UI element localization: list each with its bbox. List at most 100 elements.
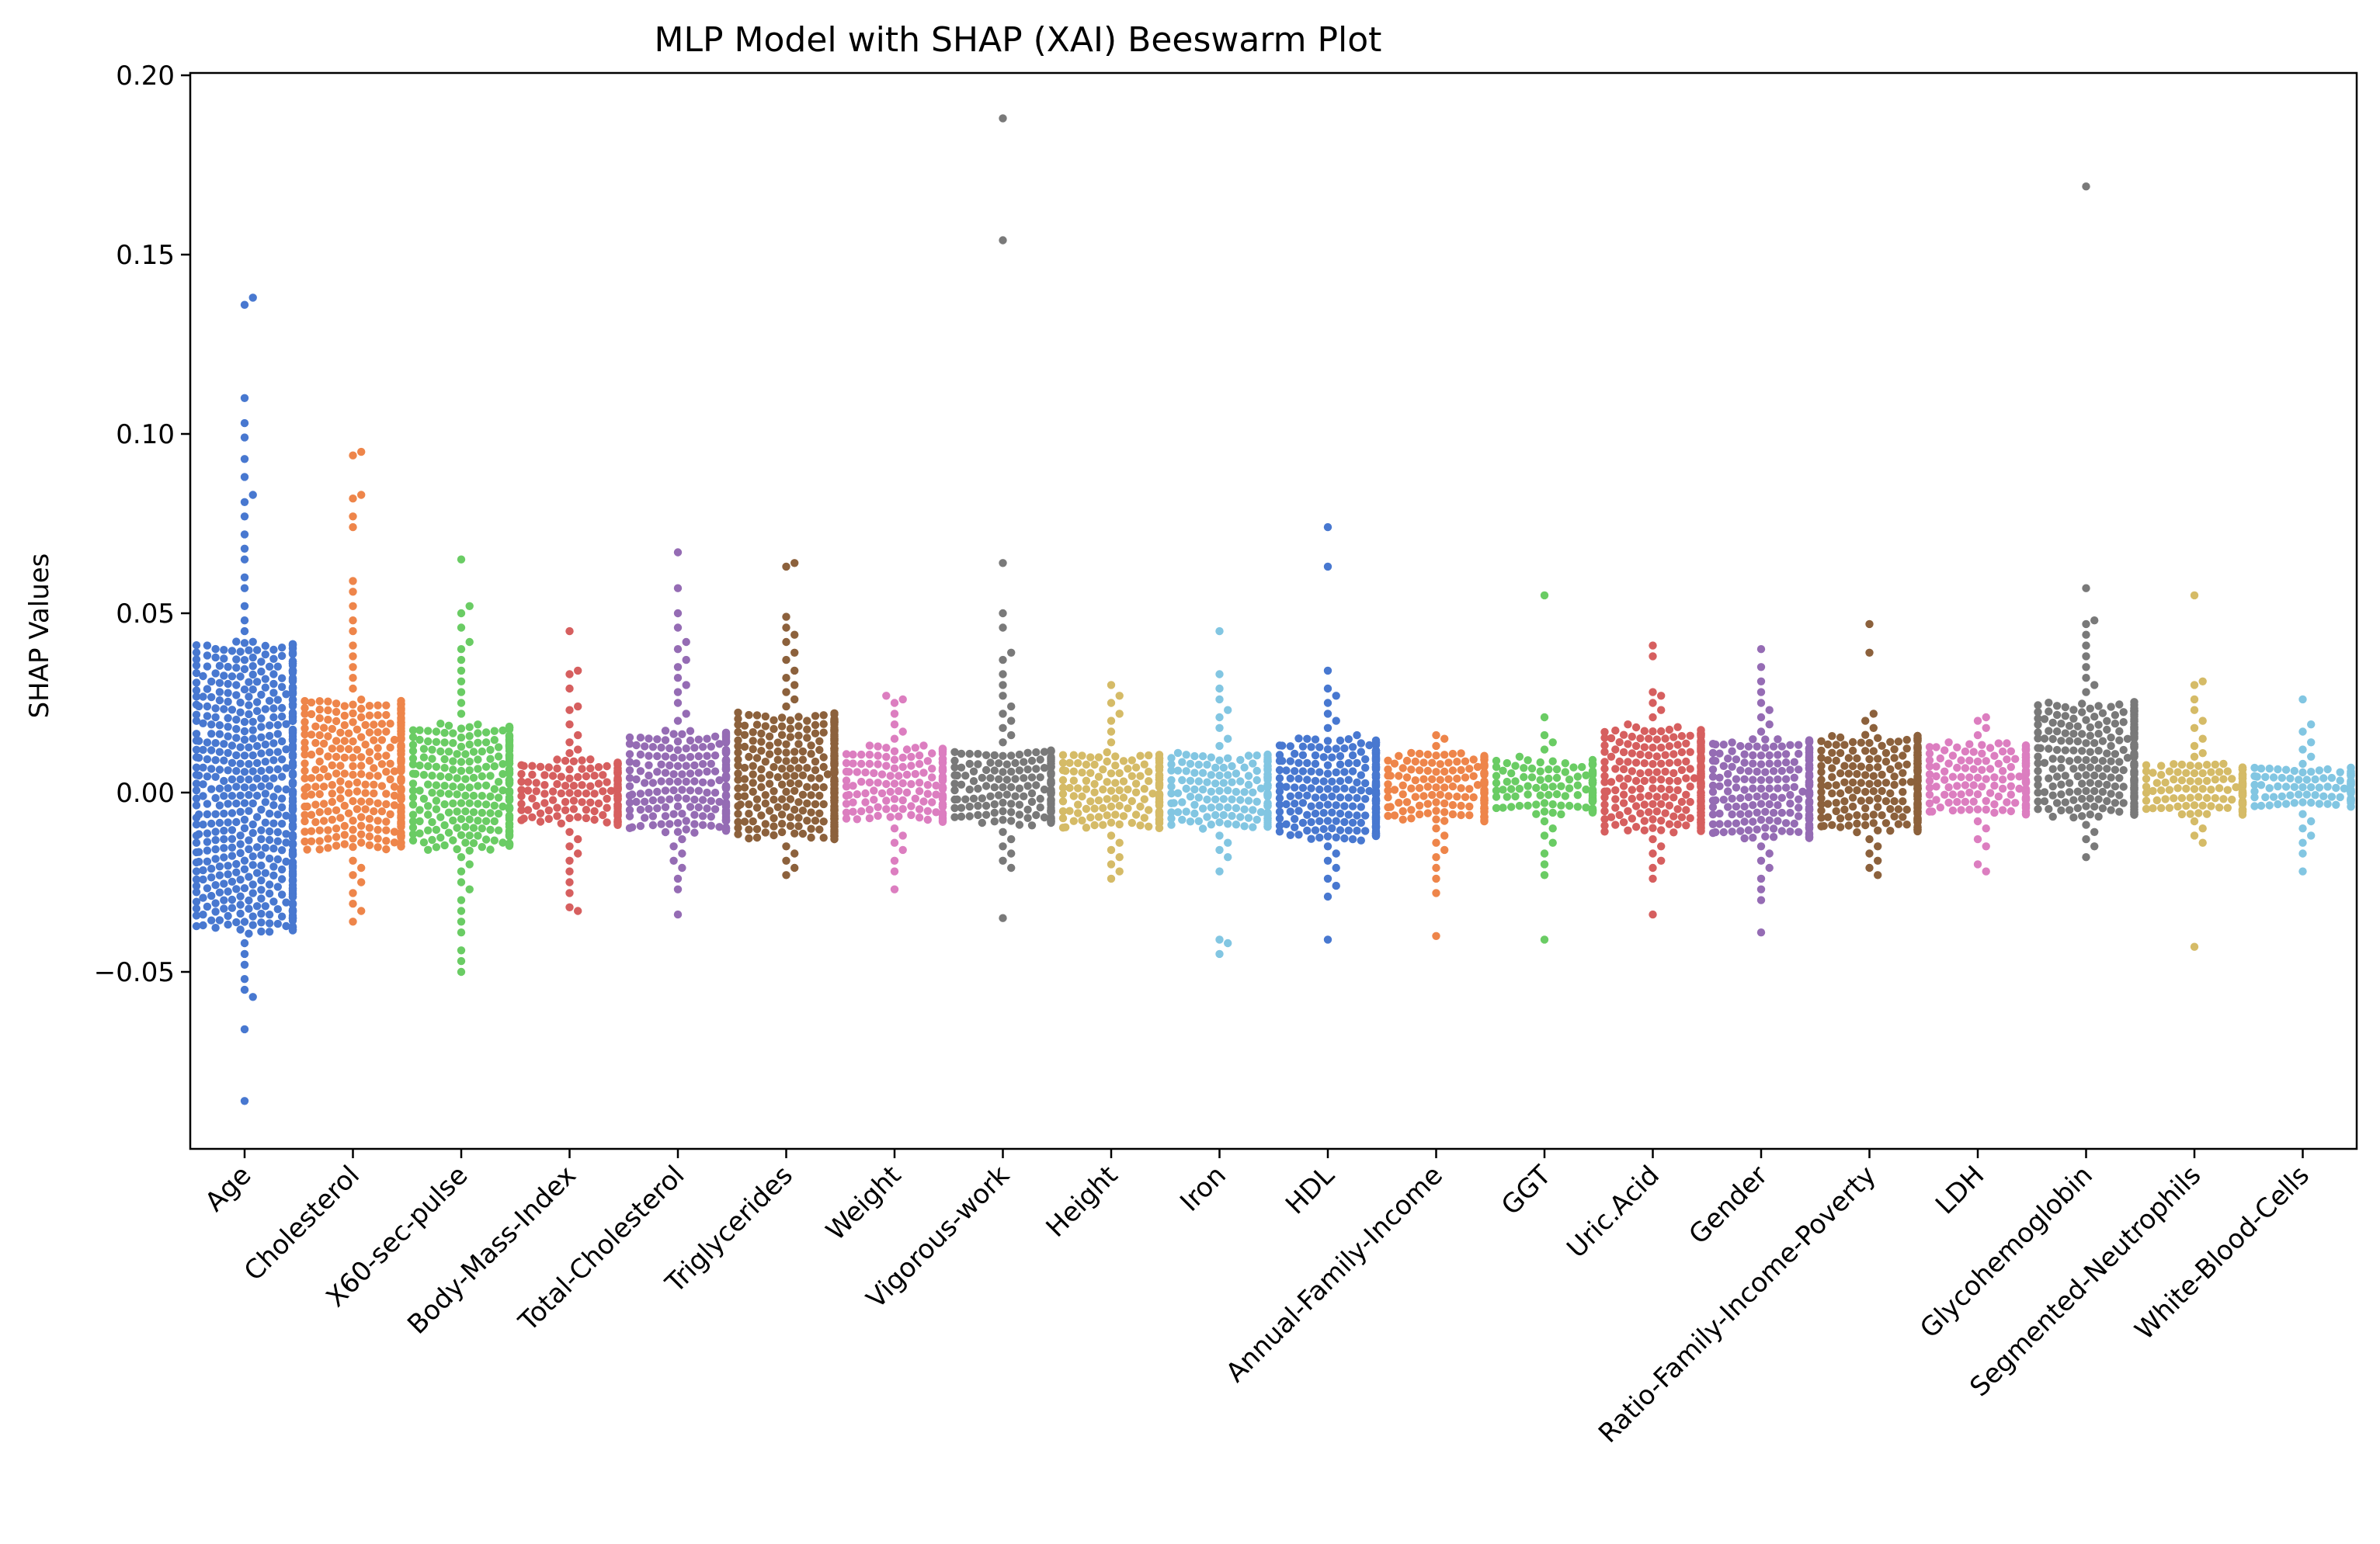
swarm-point: [2119, 708, 2128, 716]
swarm-point: [1732, 775, 1741, 783]
swarm-point: [277, 912, 287, 921]
swarm-point: [1058, 751, 1068, 759]
swarm-point: [1932, 743, 1940, 751]
swarm-point: [1536, 758, 1544, 767]
swarm-point: [1249, 788, 1257, 796]
swarm-point: [586, 782, 595, 790]
swarm-point: [282, 857, 290, 866]
swarm-point: [2190, 785, 2199, 793]
swarm-point: [1353, 730, 1361, 740]
swarm-point: [1540, 817, 1549, 826]
swarm-point: [999, 807, 1007, 816]
swarm-point: [211, 810, 220, 819]
swarm-point: [2215, 784, 2224, 793]
swarm-point: [2298, 810, 2307, 818]
swarm-point: [1344, 793, 1353, 802]
swarm-point: [282, 838, 290, 847]
swarm-point: [682, 762, 690, 770]
swarm-point: [1548, 738, 1557, 747]
swarm-point: [569, 796, 578, 805]
swarm-point: [192, 648, 201, 657]
swarm-point: [332, 769, 341, 778]
swarm-point: [965, 749, 974, 758]
swarm-point: [1492, 786, 1501, 795]
swarm-point: [273, 696, 282, 704]
swarm-point: [1765, 816, 1774, 824]
swarm-point: [999, 559, 1007, 567]
swarm-point: [1865, 863, 1874, 873]
swarm-point: [599, 810, 607, 820]
swarm-point: [2323, 800, 2332, 808]
swarm-point: [999, 723, 1007, 732]
swarm-point: [415, 735, 424, 744]
swarm-point: [457, 645, 466, 654]
swarm-point: [240, 856, 249, 865]
swarm-point: [2278, 792, 2286, 801]
swarm-point: [1275, 828, 1284, 836]
swarm-point: [923, 807, 933, 816]
swarm-point: [1344, 810, 1353, 819]
swarm-point: [232, 918, 241, 927]
swarm-point: [457, 609, 466, 618]
swarm-point: [2315, 766, 2324, 775]
swarm-point: [1027, 789, 1037, 798]
swarm-point: [301, 717, 309, 727]
swarm-point: [523, 786, 533, 795]
swarm-point: [857, 777, 866, 786]
swarm-point: [432, 781, 441, 789]
swarm-point: [990, 783, 999, 792]
swarm-point: [1982, 775, 1990, 783]
swarm-point: [365, 841, 374, 850]
swarm-point: [1902, 821, 1911, 829]
swarm-point: [740, 792, 749, 800]
swarm-point: [349, 918, 357, 926]
swarm-point: [2034, 797, 2042, 806]
swarm-point: [798, 771, 808, 779]
swarm-point: [1732, 819, 1741, 828]
swarm-point: [1540, 935, 1549, 944]
swarm-point: [2090, 771, 2099, 780]
swarm-point: [782, 856, 790, 866]
swarm-point: [811, 720, 820, 730]
swarm-point: [857, 807, 866, 816]
swarm-point: [2006, 747, 2015, 755]
swarm-point: [703, 734, 711, 743]
swarm-point: [2142, 804, 2151, 814]
swarm-point: [349, 652, 357, 661]
swarm-point: [707, 821, 715, 830]
swarm-point: [1315, 817, 1324, 826]
swarm-point: [349, 825, 357, 834]
swarm-point: [449, 782, 457, 791]
swarm-point: [2186, 793, 2194, 802]
swarm-point: [1198, 752, 1207, 761]
swarm-point: [1848, 802, 1857, 811]
swarm-point: [1111, 779, 1120, 787]
swarm-point: [1127, 818, 1137, 828]
swarm-point: [999, 798, 1007, 807]
swarm-point: [777, 765, 787, 773]
swarm-point: [1236, 755, 1245, 765]
swarm-point: [203, 755, 212, 764]
swarm-point: [490, 762, 499, 771]
swarm-point: [1573, 790, 1583, 800]
swarm-point: [1432, 741, 1440, 751]
swarm-point: [982, 801, 991, 810]
swarm-point: [2115, 807, 2124, 816]
swarm-point: [625, 782, 634, 790]
swarm-point: [1865, 738, 1874, 748]
swarm-point: [1861, 771, 1870, 779]
swarm-point: [1244, 751, 1253, 760]
swarm-point: [2307, 831, 2316, 840]
swarm-point: [1853, 828, 1861, 837]
swarm-point: [698, 812, 707, 821]
swarm-point: [436, 813, 445, 821]
swarm-point: [265, 809, 274, 818]
swarm-point: [690, 744, 699, 752]
swarm-point: [1805, 834, 1814, 842]
swarm-point: [745, 710, 753, 720]
swarm-point: [1136, 802, 1145, 811]
swarm-point: [911, 744, 920, 752]
swarm-point: [1323, 769, 1332, 778]
swarm-point: [1790, 758, 1798, 766]
x-tick-label: GGT: [1496, 1160, 1558, 1222]
